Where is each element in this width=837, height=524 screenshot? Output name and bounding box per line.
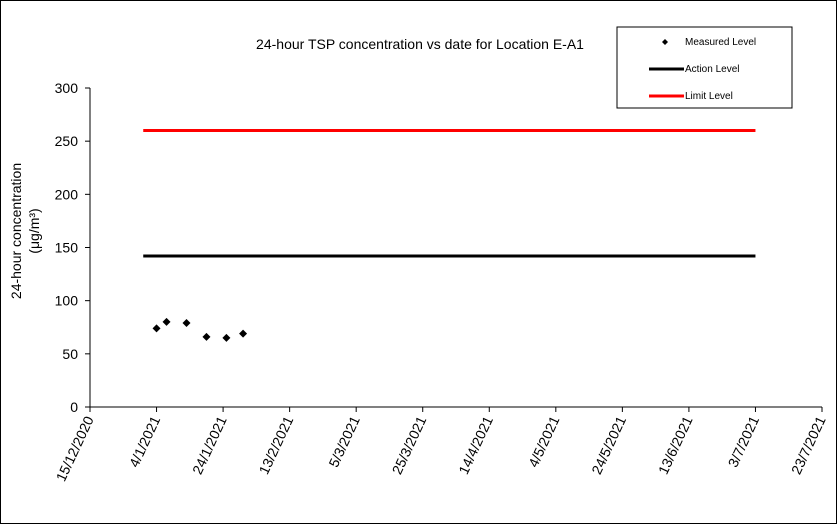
chart-title: 24-hour TSP concentration vs date for Lo… xyxy=(256,36,584,52)
y-axis-label: (μg/m³) xyxy=(26,208,42,253)
y-tick-label: 200 xyxy=(55,186,79,202)
legend-label: Action Level xyxy=(685,64,739,75)
legend-marker xyxy=(662,39,668,45)
y-tick-label: 100 xyxy=(55,293,79,309)
y-tick-label: 300 xyxy=(55,80,79,96)
data-point xyxy=(202,332,211,341)
y-tick-label: 0 xyxy=(70,399,78,415)
data-point xyxy=(222,333,231,342)
y-tick-label: 50 xyxy=(62,346,78,362)
data-point xyxy=(152,324,161,333)
data-point xyxy=(182,318,191,327)
legend-box xyxy=(616,26,793,109)
legend: Measured Level Action Level Limit Level xyxy=(616,26,793,109)
data-point xyxy=(239,329,248,338)
y-tick-label: 250 xyxy=(55,133,79,149)
y-axis-label: 24-hour concentration xyxy=(8,163,24,299)
legend-label: Limit Level xyxy=(685,91,733,102)
data-point xyxy=(162,317,171,326)
legend-label: Measured Level xyxy=(685,37,756,48)
y-tick-label: 150 xyxy=(55,240,79,256)
